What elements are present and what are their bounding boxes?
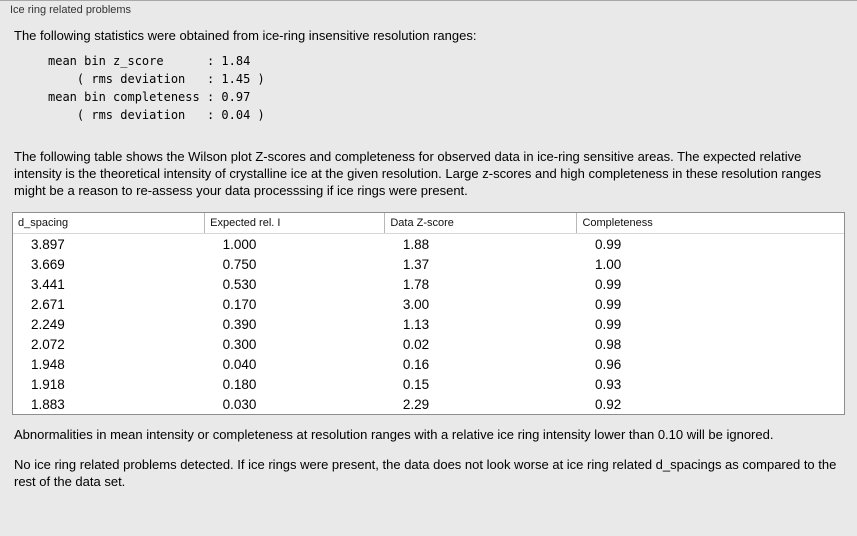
table-cell: 0.99	[594, 236, 622, 252]
table-cell: 1.37	[402, 256, 430, 272]
column-header-d-spacing: d_spacing	[13, 213, 205, 234]
intro-text: The following statistics were obtained f…	[14, 28, 477, 43]
table-cell: 0.92	[594, 396, 622, 412]
table-cell: 1.00	[594, 256, 622, 272]
statistics-block: mean bin z_score : 1.84 ( rms deviation …	[48, 52, 857, 124]
table-row[interactable]: 2.671 0.170 3.00 0.99	[13, 294, 844, 314]
table-cell: 0.02	[402, 336, 430, 352]
ice-ring-table-container: d_spacing Expected rel. I Data Z-score Comp…	[12, 212, 845, 415]
table-cell: 3.897	[31, 236, 65, 252]
table-cell: 1.13	[402, 316, 430, 332]
table-cell: 0.99	[594, 296, 622, 312]
table-cell: 0.180	[222, 376, 257, 392]
stat-mean-bin-completeness: mean bin completeness : 0.97	[48, 90, 251, 104]
table-cell: 0.98	[594, 336, 622, 352]
table-cell: 2.249	[31, 316, 65, 332]
ice-ring-table-head-row: d_spacing Expected rel. I Data Z-score Comp…	[13, 213, 844, 234]
table-cell: 0.99	[594, 276, 622, 292]
table-cell: 1.78	[402, 276, 430, 292]
table-row[interactable]: 3.669 0.750 1.37 1.00	[13, 254, 844, 274]
table-cell: 0.530	[222, 276, 257, 292]
table-cell: 0.99	[594, 316, 622, 332]
table-cell: 2.671	[31, 296, 65, 312]
stat-mean-bin-z-score: mean bin z_score : 1.84	[48, 54, 251, 68]
table-cell: 0.93	[594, 376, 622, 392]
column-header-completeness: Completeness	[576, 213, 844, 234]
table-cell: 3.00	[402, 296, 430, 312]
stat-completeness-rms-deviation: ( rms deviation : 0.04 )	[48, 108, 265, 122]
table-description-text: The following table shows the Wilson plo…	[14, 149, 822, 198]
table-row[interactable]: 2.249 0.390 1.13 0.99	[13, 314, 844, 334]
column-header-expected-rel-i: Expected rel. I	[204, 213, 385, 234]
ice-ring-table-body: 3.897 1.000 1.88 0.99 3.669 0.750 1.37 1.00 3.44…	[13, 234, 844, 415]
table-cell: 1.948	[31, 356, 65, 372]
table-cell: 1.918	[31, 376, 65, 392]
table-cell: 1.000	[222, 236, 257, 252]
conclusion-text: No ice ring related problems detected. I…	[14, 457, 837, 489]
column-header-data-z-score: Data Z-score	[384, 213, 577, 234]
table-row[interactable]: 1.948 0.040 0.16 0.96	[13, 354, 844, 374]
table-row[interactable]: 1.883 0.030 2.29 0.92	[13, 394, 844, 414]
table-cell: 2.072	[31, 336, 65, 352]
table-row[interactable]: 3.441 0.530 1.78 0.99	[13, 274, 844, 294]
abnormalities-note-text: Abnormalities in mean intensity or compl…	[14, 427, 774, 442]
table-cell: 0.040	[222, 356, 257, 372]
table-cell: 0.170	[222, 296, 257, 312]
stat-z-score-rms-deviation: ( rms deviation : 1.45 )	[48, 72, 265, 86]
table-cell: 1.88	[402, 236, 430, 252]
table-cell: 2.29	[402, 396, 430, 412]
table-cell: 0.96	[594, 356, 622, 372]
table-row[interactable]: 1.918 0.180 0.15 0.93	[13, 374, 844, 394]
table-cell: 1.883	[31, 396, 65, 412]
table-cell: 0.16	[402, 356, 430, 372]
table-cell: 3.441	[31, 276, 65, 292]
table-cell: 0.390	[222, 316, 257, 332]
table-cell: 0.750	[222, 256, 257, 272]
panel-title: Ice ring related problems	[10, 4, 132, 16]
table-cell: 3.669	[31, 256, 65, 272]
ice-ring-table: d_spacing Expected rel. I Data Z-score Comp…	[13, 213, 844, 414]
table-cell: 0.15	[402, 376, 430, 392]
table-row[interactable]: 2.072 0.300 0.02 0.98	[13, 334, 844, 354]
table-cell: 0.030	[222, 396, 257, 412]
table-cell: 0.300	[222, 336, 257, 352]
table-row[interactable]: 3.897 1.000 1.88 0.99	[13, 234, 844, 255]
